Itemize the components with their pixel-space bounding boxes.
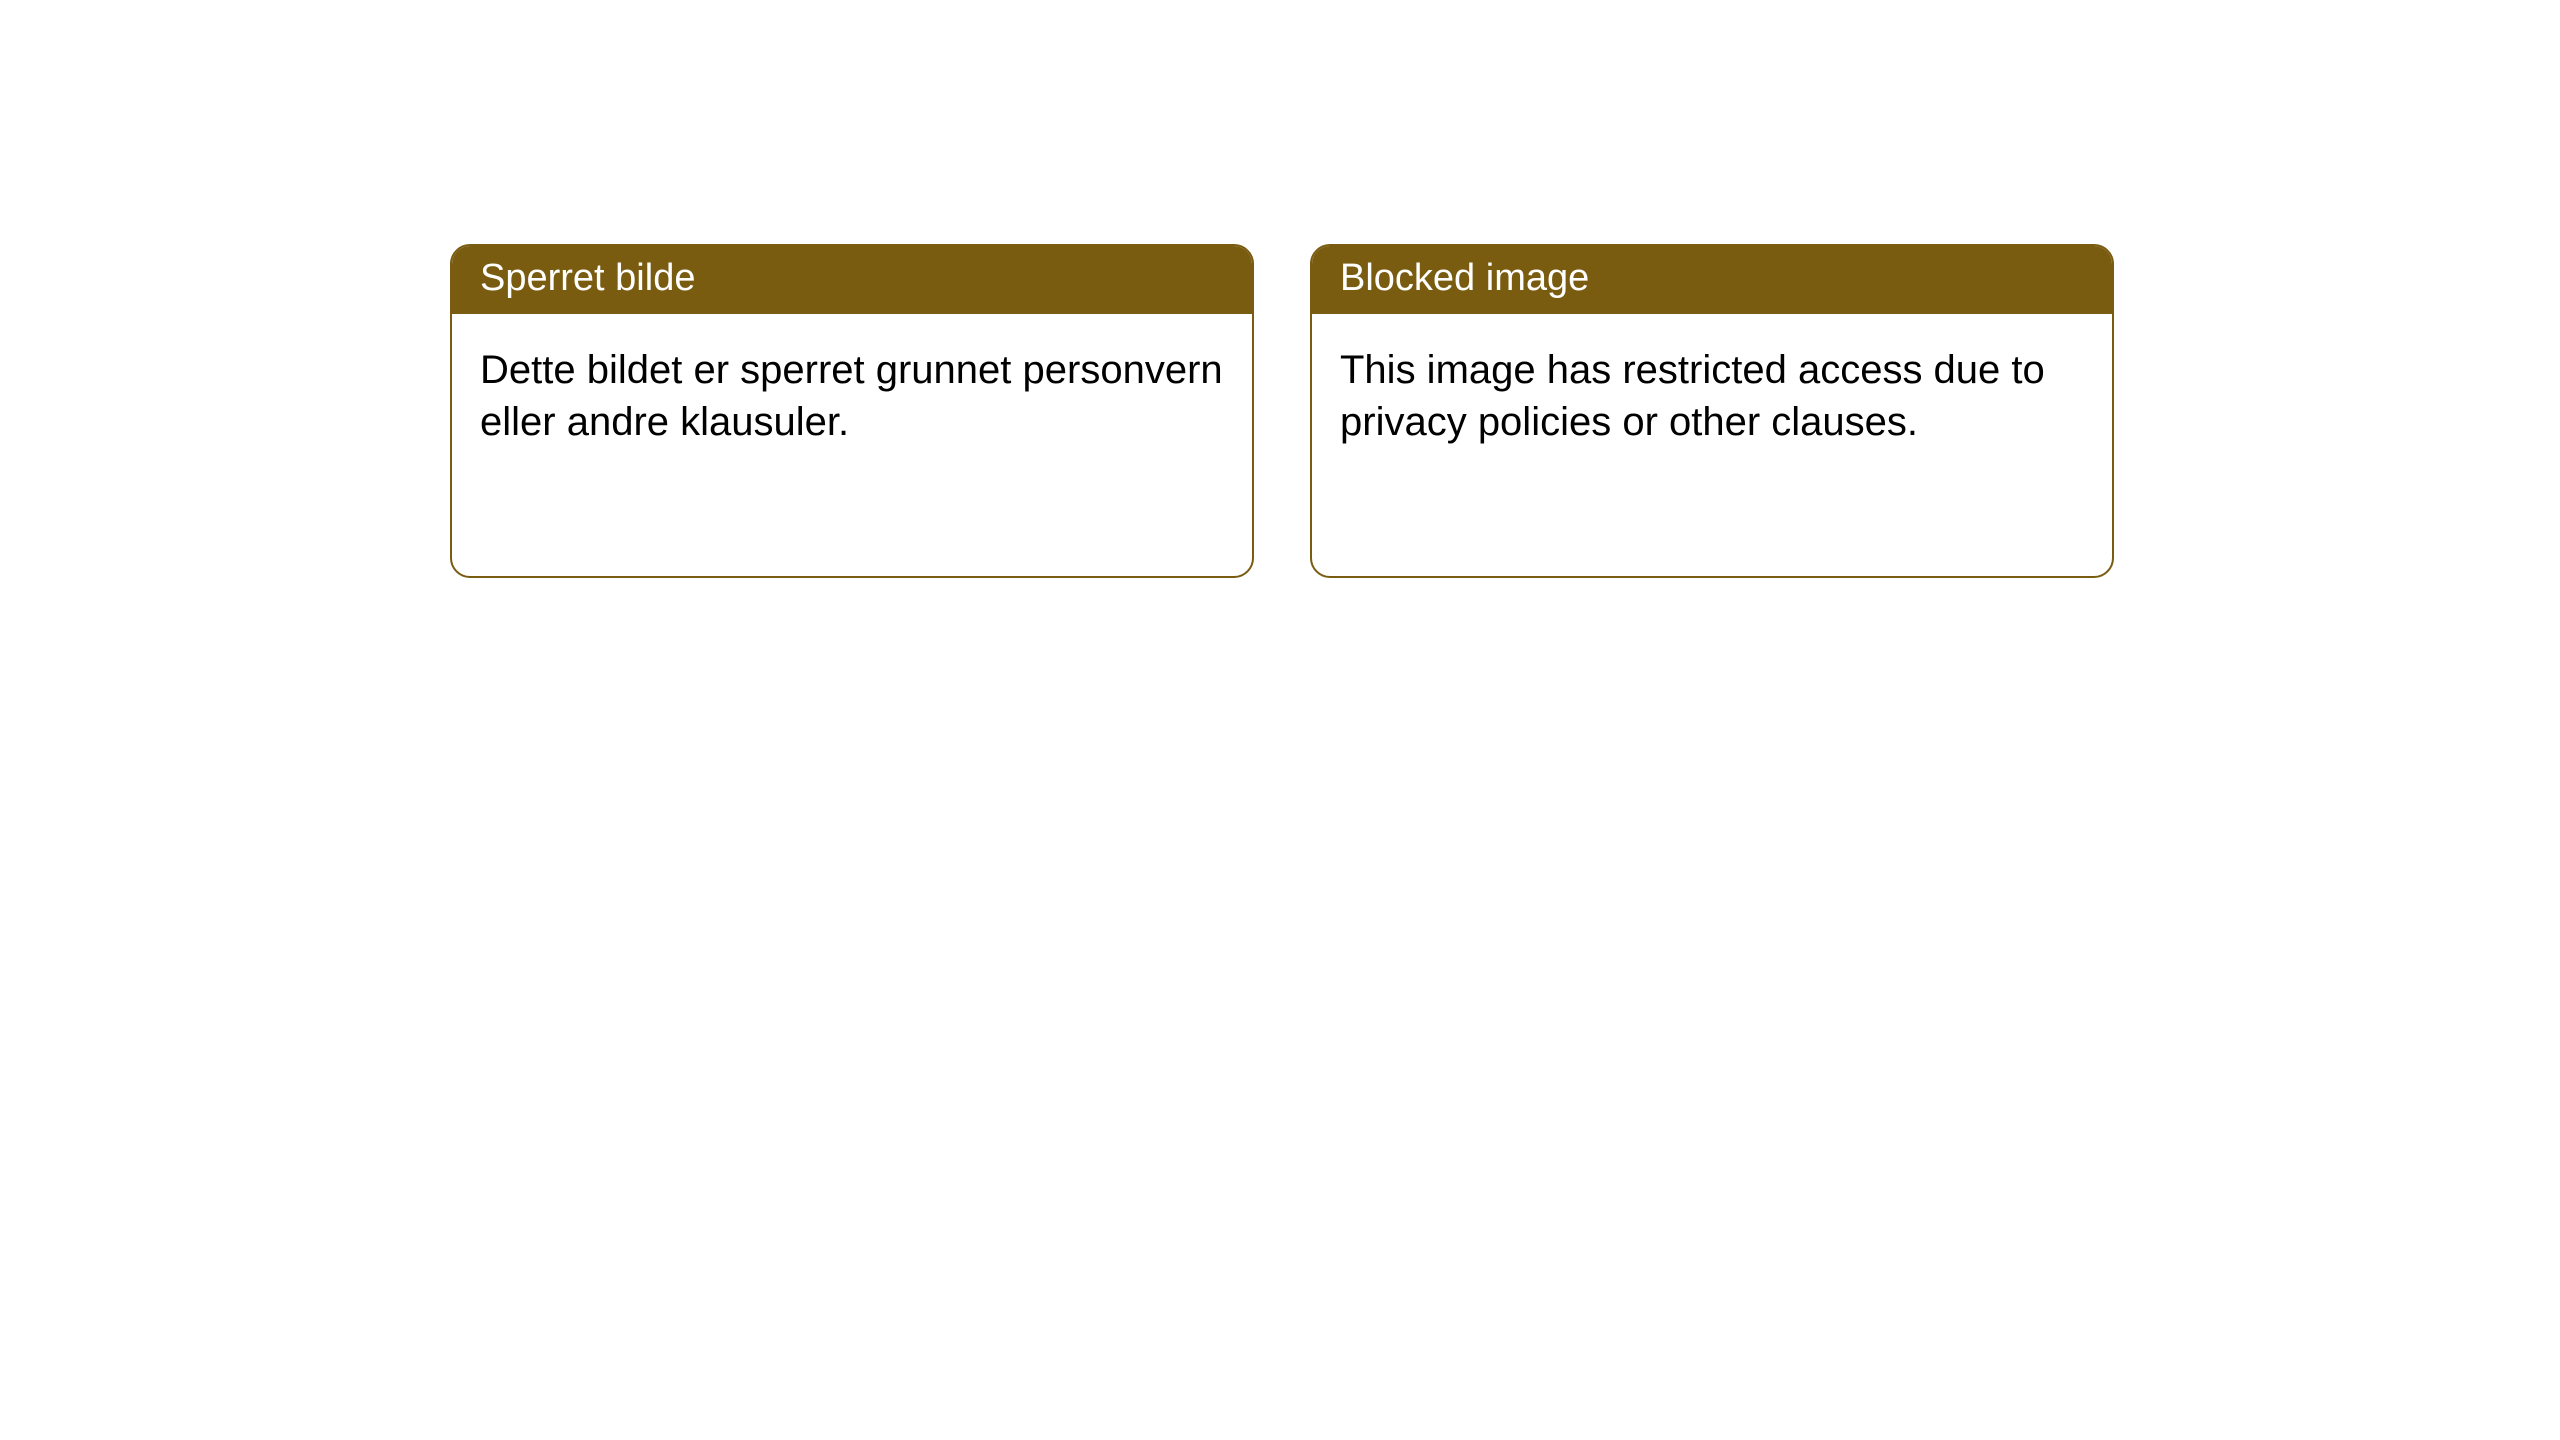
card-header-en: Blocked image bbox=[1312, 246, 2112, 314]
blocked-image-card-en: Blocked image This image has restricted … bbox=[1310, 244, 2114, 578]
card-body-no: Dette bildet er sperret grunnet personve… bbox=[452, 314, 1252, 478]
card-container: Sperret bilde Dette bildet er sperret gr… bbox=[0, 0, 2560, 578]
blocked-image-card-no: Sperret bilde Dette bildet er sperret gr… bbox=[450, 244, 1254, 578]
card-body-en: This image has restricted access due to … bbox=[1312, 314, 2112, 478]
card-header-no: Sperret bilde bbox=[452, 246, 1252, 314]
